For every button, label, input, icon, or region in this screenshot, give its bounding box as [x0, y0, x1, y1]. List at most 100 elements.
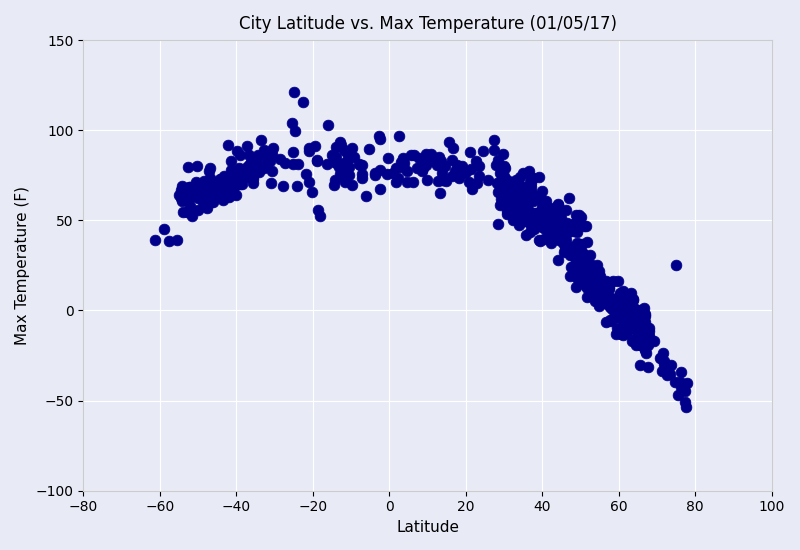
Point	[310, 157, 323, 166]
Point	[450, 161, 463, 169]
Point	[576, 276, 589, 284]
Point	[369, 171, 382, 180]
Point	[639, 345, 652, 354]
Point	[507, 190, 520, 199]
Point	[654, 354, 667, 363]
Point	[641, 338, 654, 347]
Point	[626, 295, 639, 304]
Point	[614, 306, 626, 315]
Point	[259, 147, 272, 156]
Point	[574, 260, 586, 268]
Point	[439, 161, 452, 170]
Point	[634, 329, 646, 338]
Point	[634, 333, 646, 342]
Point	[631, 331, 644, 340]
Point	[473, 172, 486, 181]
Point	[538, 212, 551, 221]
Point	[547, 233, 560, 241]
Point	[535, 223, 548, 232]
Point	[334, 141, 347, 150]
Point	[608, 298, 621, 306]
Point	[191, 206, 204, 214]
Point	[605, 317, 618, 326]
Point	[638, 324, 650, 333]
Point	[555, 223, 568, 232]
Point	[604, 316, 617, 324]
Point	[572, 261, 585, 270]
Point	[297, 97, 310, 106]
Point	[234, 151, 246, 160]
Point	[593, 301, 606, 310]
Point	[506, 212, 519, 221]
Point	[534, 237, 546, 246]
Point	[512, 221, 525, 229]
Point	[581, 283, 594, 292]
Point	[326, 150, 338, 159]
Point	[506, 216, 519, 224]
Point	[453, 173, 466, 182]
Point	[572, 211, 585, 220]
Point	[634, 321, 646, 330]
Point	[230, 190, 242, 199]
Point	[568, 244, 581, 253]
Point	[606, 305, 618, 314]
Point	[178, 192, 191, 201]
Point	[526, 190, 539, 199]
Point	[630, 334, 642, 343]
Point	[510, 184, 522, 192]
Point	[183, 202, 196, 211]
Point	[501, 207, 514, 216]
Point	[292, 160, 305, 169]
Point	[578, 272, 591, 280]
Point	[494, 184, 506, 193]
Point	[374, 135, 387, 144]
Point	[421, 175, 434, 184]
Point	[503, 184, 516, 192]
Point	[608, 295, 621, 304]
Point	[459, 168, 472, 177]
Point	[512, 179, 525, 188]
Point	[574, 262, 586, 271]
Point	[464, 148, 477, 157]
Point	[175, 193, 188, 202]
Point	[200, 204, 213, 212]
Point	[392, 174, 405, 183]
Point	[612, 313, 625, 322]
Point	[175, 196, 188, 205]
Point	[278, 158, 291, 167]
Point	[638, 333, 650, 342]
Point	[638, 345, 651, 354]
Point	[222, 175, 235, 184]
Point	[572, 243, 585, 252]
Point	[531, 217, 544, 226]
Point	[449, 167, 462, 176]
Point	[548, 217, 561, 226]
Point	[330, 159, 343, 168]
Point	[580, 264, 593, 273]
Point	[491, 156, 504, 164]
Point	[638, 304, 650, 313]
Point	[300, 169, 313, 178]
Point	[539, 196, 552, 205]
Point	[202, 196, 215, 205]
Point	[191, 183, 204, 192]
Point	[513, 197, 526, 206]
Point	[520, 202, 533, 211]
Point	[598, 291, 610, 300]
Point	[222, 192, 235, 201]
X-axis label: Latitude: Latitude	[396, 520, 459, 535]
Point	[322, 121, 334, 130]
Point	[487, 146, 500, 155]
Point	[536, 201, 549, 210]
Point	[620, 302, 633, 311]
Point	[306, 188, 318, 196]
Point	[546, 209, 559, 218]
Point	[510, 175, 522, 184]
Point	[642, 340, 654, 349]
Point	[330, 142, 342, 151]
Point	[517, 169, 530, 178]
Point	[506, 188, 518, 197]
Point	[514, 201, 527, 210]
Point	[454, 165, 467, 174]
Point	[630, 340, 642, 349]
